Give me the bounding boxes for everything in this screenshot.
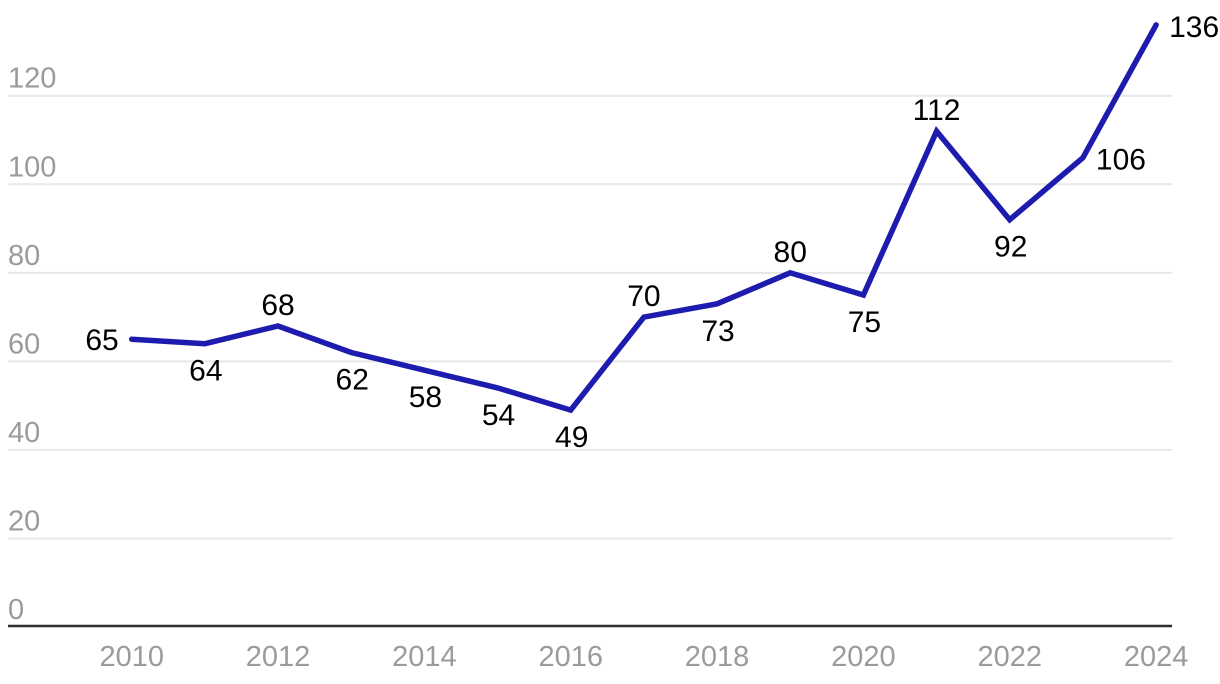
data-point-label: 80 xyxy=(774,236,807,269)
x-tick-label: 2016 xyxy=(538,641,603,673)
data-point-label: 136 xyxy=(1169,11,1219,44)
data-point-label: 92 xyxy=(994,231,1027,264)
y-tick-label: 0 xyxy=(8,594,24,626)
y-tick-label: 80 xyxy=(8,240,40,272)
data-point-label: 64 xyxy=(189,355,222,388)
data-point-label: 68 xyxy=(261,289,294,322)
data-point-label: 75 xyxy=(848,306,881,339)
x-tick-label: 2022 xyxy=(977,641,1042,673)
data-series-line xyxy=(128,22,1159,414)
data-point-label: 73 xyxy=(701,315,734,348)
y-tick-label: 20 xyxy=(8,505,40,537)
y-tick-label: 60 xyxy=(8,328,40,360)
x-tick-label: 2020 xyxy=(831,641,896,673)
data-point-label: 70 xyxy=(627,280,660,313)
x-tick-label: 2014 xyxy=(392,641,457,673)
y-tick-label: 40 xyxy=(8,417,40,449)
data-point-label: 65 xyxy=(85,324,118,357)
data-point-label: 62 xyxy=(336,364,369,397)
y-tick-label: 100 xyxy=(8,151,56,183)
data-point-label: 54 xyxy=(482,399,515,432)
x-tick-label: 2018 xyxy=(685,641,750,673)
x-tick-label: 2010 xyxy=(99,641,164,673)
data-point-label: 58 xyxy=(409,381,442,414)
data-point-label: 112 xyxy=(913,94,961,127)
x-tick-label: 2024 xyxy=(1124,641,1189,673)
x-tick-label: 2012 xyxy=(246,641,311,673)
data-point-label: 49 xyxy=(555,421,588,454)
data-point-label: 106 xyxy=(1096,144,1146,177)
y-tick-label: 120 xyxy=(8,63,56,95)
